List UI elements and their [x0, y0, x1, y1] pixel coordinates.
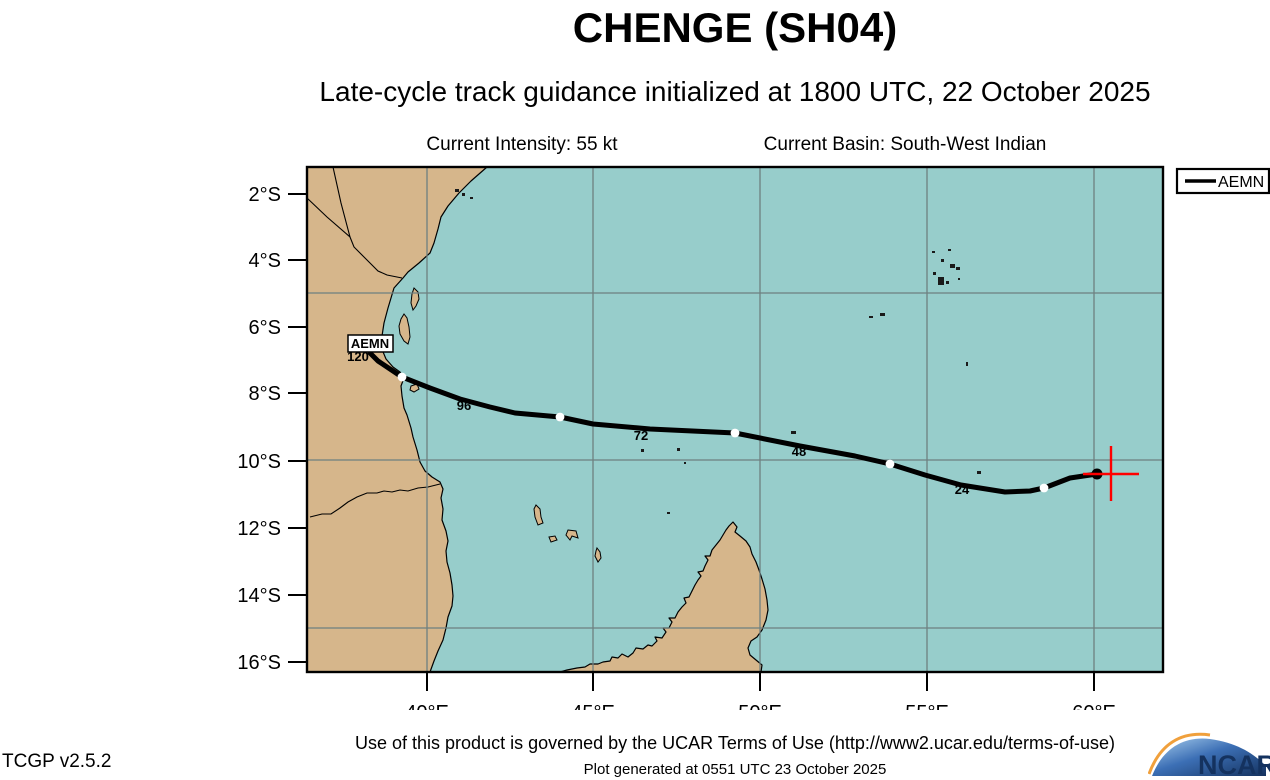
- lat-tick-label-6s: 6°S: [249, 317, 281, 339]
- zanzibar-island: [398, 313, 411, 345]
- axis-ticks: [288, 193, 1095, 691]
- track-map: 2°S 4°S 6°S 8°S 10°S 12°S 14°S 16°S 40°E…: [237, 165, 1270, 710]
- scattered-islets: [455, 189, 981, 514]
- storm-title: CHENGE (SH04): [572, 4, 898, 51]
- lon-tick-label-60e: 60°E: [1072, 702, 1116, 710]
- legend: AEMN: [1175, 167, 1270, 195]
- ncar-swoosh: [1152, 738, 1266, 776]
- ncar-logo-text: NCAR: [1198, 750, 1270, 780]
- lat-tick-label-8s: 8°S: [249, 383, 281, 405]
- track-hour-label-96: 96: [457, 398, 471, 413]
- track-hour-label-24: 24: [955, 482, 970, 497]
- lat-tick-label-4s: 4°S: [249, 250, 281, 272]
- current-position-crosshair: [1083, 446, 1139, 501]
- seychelles-islands: [932, 249, 960, 285]
- current-basin-label: Current Basin: South-West Indian: [763, 134, 1047, 155]
- map-frame: [305, 165, 1165, 674]
- lat-tick-label-10s: 10°S: [237, 451, 281, 473]
- ncar-swoosh-orange-arc: [1148, 732, 1211, 775]
- ncar-logo: NCAR: [1148, 732, 1270, 780]
- country-borders: [306, 166, 441, 518]
- terms-of-use-text: Use of this product is governed by the U…: [355, 733, 1115, 753]
- init-subtitle: Late-cycle track guidance initialized at…: [319, 76, 1151, 107]
- current-intensity-label: Current Intensity: 55 kt: [426, 134, 618, 155]
- lon-tick-label-50e: 50°E: [738, 702, 782, 710]
- track-point-dots: [397, 372, 1049, 493]
- madagascar-landmass: [559, 521, 769, 673]
- track-hour-label-72: 72: [634, 428, 648, 443]
- legend-label: AEMN: [1218, 174, 1264, 191]
- model-end-label-box: [347, 334, 394, 353]
- lat-tick-label-16s: 16°S: [237, 652, 281, 674]
- model-end-label: AEMN: [351, 336, 389, 351]
- generated-timestamp: Plot generated at 0551 UTC 23 October 20…: [583, 761, 887, 778]
- grid-lines: [307, 167, 1163, 672]
- lon-tick-label-40e: 40°E: [405, 702, 449, 710]
- comoros-islands: [533, 504, 602, 563]
- lon-tick-label-55e: 55°E: [905, 702, 949, 710]
- track-hour-label-48: 48: [792, 444, 806, 459]
- tcgp-version: TCGP v2.5.2: [2, 751, 112, 772]
- lat-tick-label-12s: 12°S: [237, 518, 281, 540]
- lon-tick-label-45e: 45°E: [571, 702, 615, 710]
- lat-tick-label-14s: 14°S: [237, 585, 281, 607]
- lat-tick-label-2s: 2°S: [249, 184, 281, 206]
